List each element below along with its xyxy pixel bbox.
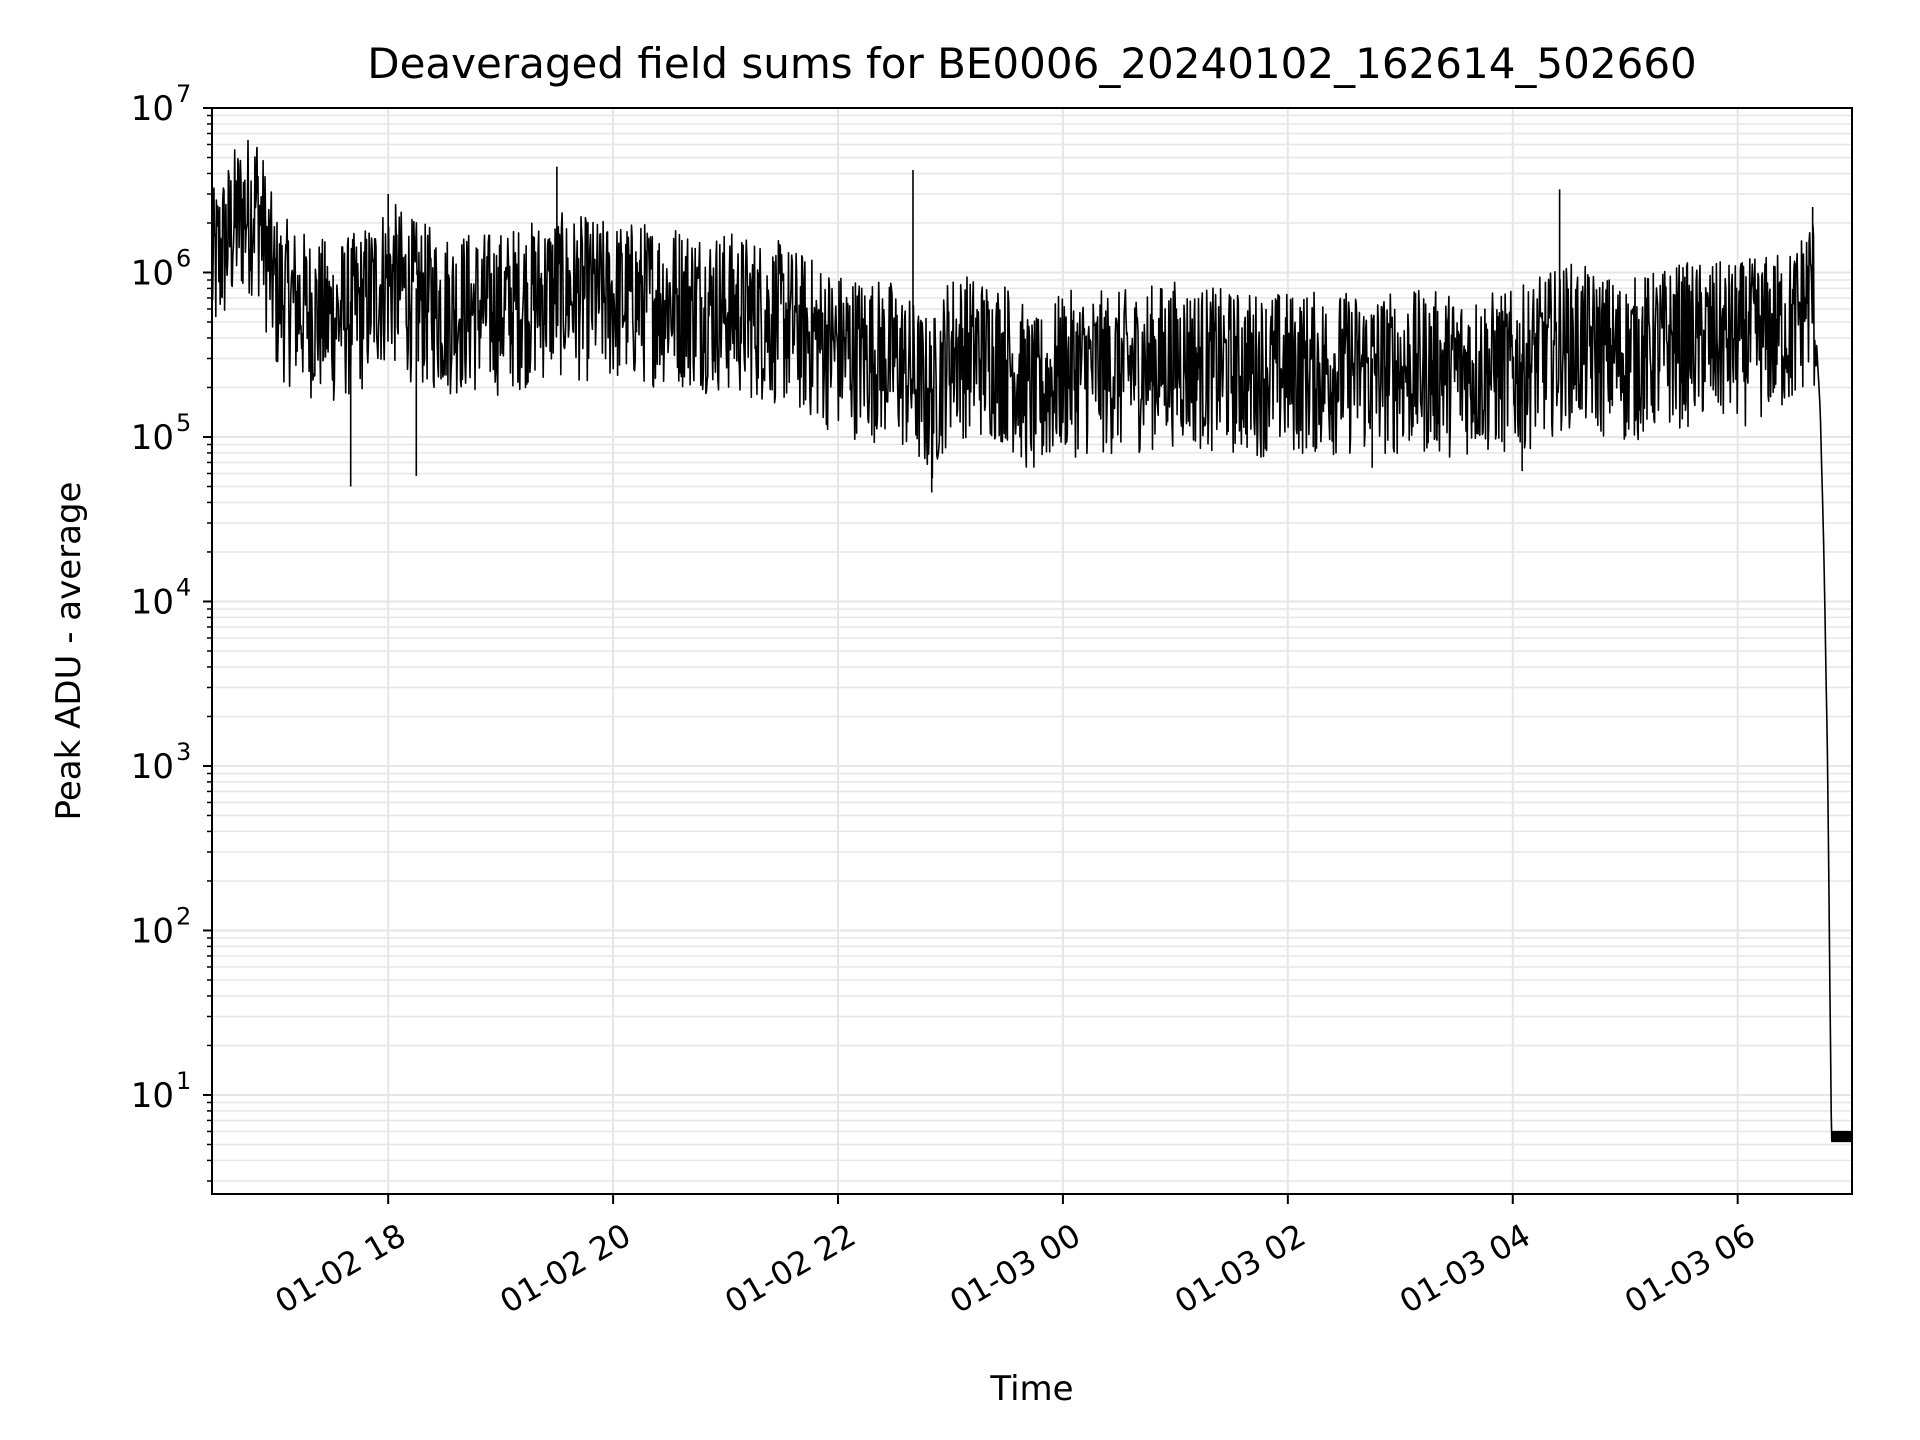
- y-tick-label: 10: [131, 582, 174, 622]
- y-tick-label: 10: [131, 89, 174, 129]
- y-tick-exponent: 6: [176, 244, 191, 272]
- series-group: [211, 139, 1853, 1143]
- y-tick-label: 10: [131, 1076, 174, 1116]
- series-line: [211, 139, 1853, 1143]
- y-tick-label: 10: [131, 747, 174, 787]
- y-tick-label: 10: [131, 253, 174, 293]
- y-tick-exponent: 1: [176, 1067, 191, 1095]
- y-tick-label: 10: [131, 418, 174, 458]
- x-axis-label: Time: [989, 1369, 1073, 1409]
- grid-minor: [212, 114, 1852, 1182]
- y-tick-exponent: 2: [176, 902, 191, 930]
- y-tick-exponent: 5: [176, 409, 191, 437]
- y-tick-exponent: 4: [176, 573, 191, 601]
- chart-title: Deaveraged field sums for BE0006_2024010…: [367, 39, 1697, 88]
- y-tick-exponent: 7: [176, 80, 191, 108]
- y-tick-exponent: 3: [176, 738, 191, 766]
- y-axis-label: Peak ADU - average: [49, 482, 89, 821]
- y-tick-label: 10: [131, 911, 174, 951]
